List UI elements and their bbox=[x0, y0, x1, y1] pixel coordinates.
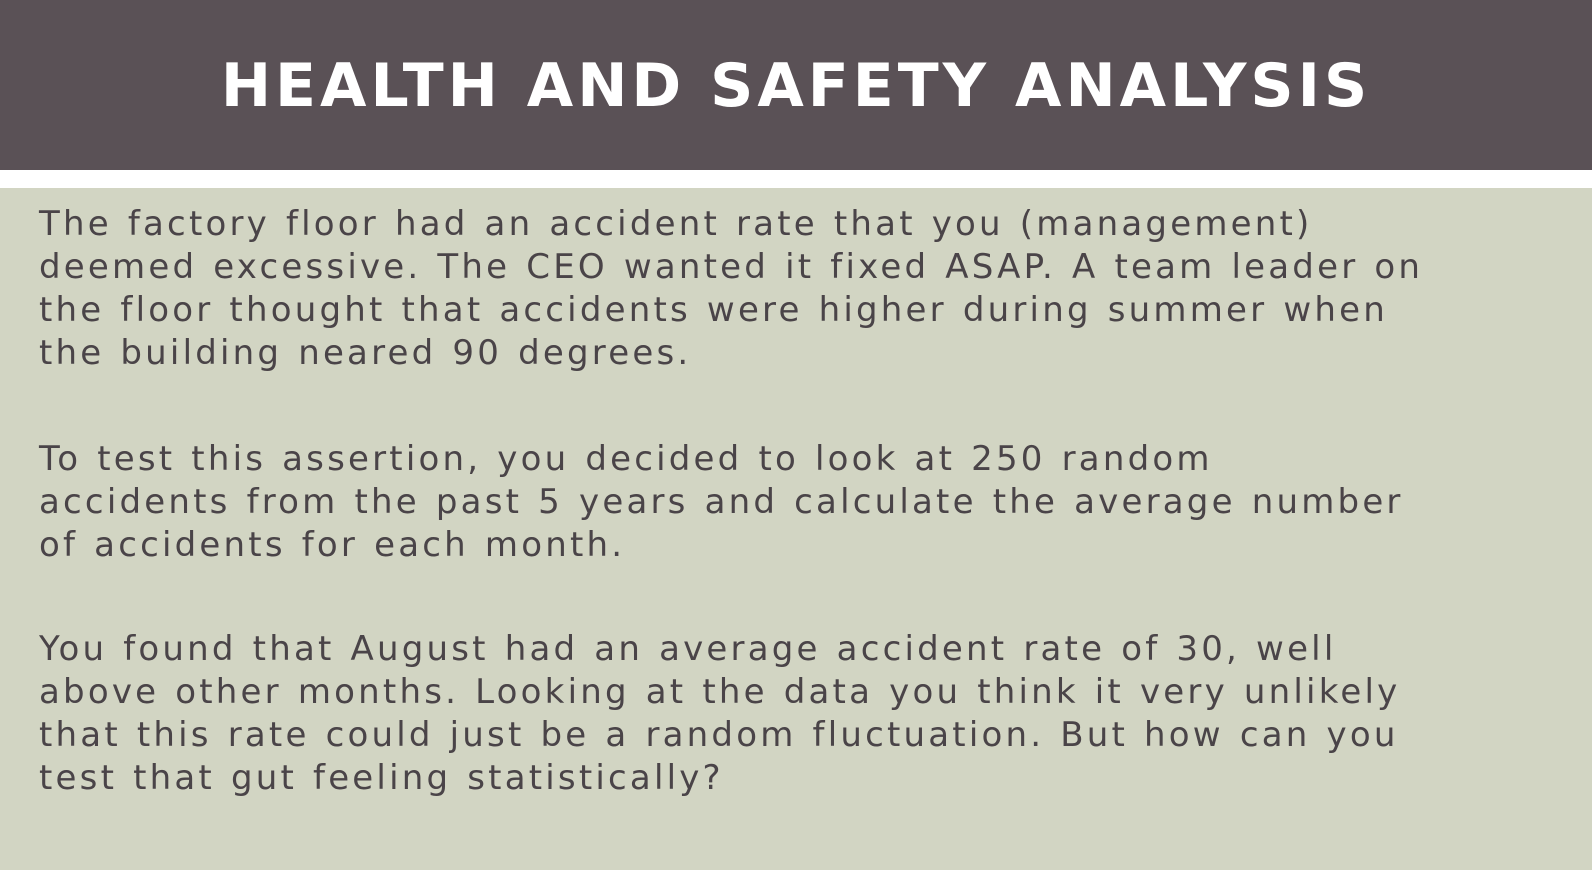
paragraph-1: The factory floor had an accident rate t… bbox=[39, 203, 1579, 375]
title-bar bbox=[0, 0, 1592, 170]
paragraph-line: above other months. Looking at the data … bbox=[39, 672, 1401, 712]
paragraph-line: of accidents for each month. bbox=[39, 525, 626, 565]
paragraph-line: The factory floor had an accident rate t… bbox=[39, 204, 1313, 244]
paragraph-line: accidents from the past 5 years and calc… bbox=[39, 482, 1404, 522]
paragraph-3: You found that August had an average acc… bbox=[39, 628, 1579, 800]
paragraph-line: that this rate could just be a random fl… bbox=[39, 715, 1399, 755]
content-area bbox=[0, 188, 1592, 870]
paragraph-line: the building neared 90 degrees. bbox=[39, 333, 692, 373]
paragraph-line: the floor thought that accidents were hi… bbox=[39, 290, 1388, 330]
paragraph-line: deemed excessive. The CEO wanted it fixe… bbox=[39, 247, 1424, 287]
paragraph-2: To test this assertion, you decided to l… bbox=[39, 438, 1579, 567]
paragraph-line: test that gut feeling statistically? bbox=[39, 758, 724, 798]
paragraph-line: You found that August had an average acc… bbox=[39, 629, 1337, 669]
slide-title: HEALTH AND SAFETY ANALYSIS bbox=[220, 51, 1372, 121]
paragraph-line: To test this assertion, you decided to l… bbox=[39, 439, 1213, 479]
